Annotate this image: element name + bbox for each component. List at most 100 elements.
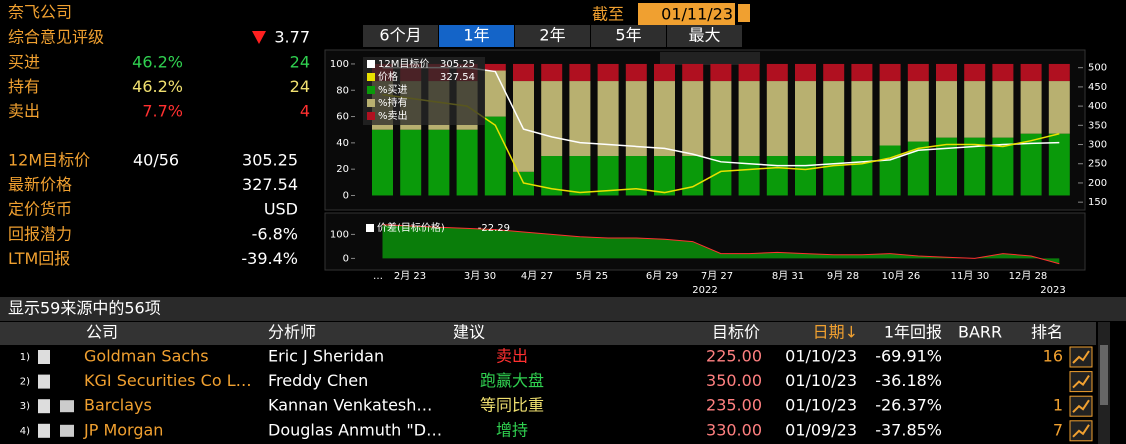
tab-label[interactable]: 最大 xyxy=(688,26,720,45)
column-header[interactable]: 分析师 xyxy=(268,323,316,342)
calendar-icon[interactable] xyxy=(738,4,750,22)
row-index: 2) xyxy=(20,377,30,388)
doc-icon[interactable] xyxy=(38,374,50,389)
org-icon[interactable] xyxy=(60,400,74,413)
chart-icon[interactable] xyxy=(1069,420,1093,442)
column-header[interactable]: 排名 xyxy=(1031,323,1063,342)
metric-label: 12M目标价 xyxy=(8,151,90,170)
year-label: 2022 xyxy=(692,285,717,296)
date-box[interactable] xyxy=(638,3,735,25)
legend-name: %持有 xyxy=(378,96,408,109)
company[interactable]: Barclays xyxy=(84,396,152,415)
chart-icon[interactable] xyxy=(1069,346,1093,368)
bar-segment xyxy=(936,137,957,196)
column-header[interactable]: 公司 xyxy=(86,323,118,342)
rating-count: 4 xyxy=(300,102,310,121)
tab-label[interactable]: 2年 xyxy=(539,26,565,45)
bar-segment xyxy=(823,156,845,196)
diff-y-tick-label: 0 xyxy=(343,253,349,264)
legend-swatch xyxy=(367,86,375,94)
analyst: Kannan Venkatesh… xyxy=(268,396,432,415)
bar-segment xyxy=(738,63,760,82)
bar-segment xyxy=(936,81,957,138)
x-tick-label: 6月 29 xyxy=(646,270,678,282)
doc-icon[interactable] xyxy=(38,350,50,364)
column-header[interactable]: 1年回报 xyxy=(884,323,942,342)
bar-segment xyxy=(907,141,929,196)
chart-icon[interactable] xyxy=(1069,371,1093,393)
bar-segment xyxy=(484,70,506,117)
tab-label[interactable]: 6个月 xyxy=(379,26,421,45)
analyst: Douglas Anmuth "D… xyxy=(268,420,442,439)
x-tick-label: … xyxy=(373,271,383,282)
tab[interactable] xyxy=(591,25,666,47)
chart-icon-line xyxy=(1072,375,1090,389)
bar-segment xyxy=(738,156,760,196)
rating-pct: 46.2% xyxy=(132,53,183,72)
x-tick-label: 5月 25 xyxy=(576,270,608,282)
y-tick-label: 80 xyxy=(336,85,349,96)
column-header[interactable]: 建议 xyxy=(453,323,485,342)
column-header[interactable]: 日期↓ xyxy=(813,323,858,342)
doc-icon[interactable] xyxy=(38,399,50,414)
org-icon[interactable] xyxy=(60,424,74,437)
target: 225.00 xyxy=(706,347,762,366)
bar-segment xyxy=(823,81,845,157)
bar-segment xyxy=(1048,81,1070,134)
target: 350.00 xyxy=(706,371,762,390)
row-index: 4) xyxy=(20,426,30,437)
return: -69.91% xyxy=(875,347,942,366)
y-tick-label: 100 xyxy=(330,59,349,70)
bar-segment xyxy=(795,63,816,82)
chart-icon[interactable] xyxy=(1069,395,1093,417)
as-of-date[interactable]: 01/11/23 xyxy=(661,5,733,24)
tab-label[interactable]: 1年 xyxy=(463,26,489,45)
tab[interactable] xyxy=(515,25,590,47)
bar-segment xyxy=(907,63,929,82)
bar-segment xyxy=(766,81,788,157)
company[interactable]: Goldman Sachs xyxy=(84,347,209,366)
chart-icon-line xyxy=(1072,350,1090,364)
company[interactable]: KGI Securities Co L… xyxy=(84,371,252,390)
date: 01/09/23 xyxy=(785,420,857,439)
chart-icon-line xyxy=(1072,424,1090,438)
metric-label: 最新价格 xyxy=(8,175,72,194)
bar-segment xyxy=(682,81,704,157)
bar-segment xyxy=(456,129,478,196)
legend-box xyxy=(363,57,485,125)
tab[interactable] xyxy=(363,25,438,47)
legend-swatch xyxy=(367,73,375,81)
bar-segment xyxy=(766,63,788,82)
tab[interactable] xyxy=(439,25,514,47)
bar-segment xyxy=(851,63,873,82)
x-tick-label: 3月 30 xyxy=(464,270,496,282)
bar-segment xyxy=(654,63,675,82)
company[interactable]: JP Morgan xyxy=(83,420,163,439)
rating-pct: 7.7% xyxy=(142,102,183,121)
rating: 卖出 xyxy=(496,347,528,366)
rating: 增持 xyxy=(496,420,528,439)
metric-value: -39.4% xyxy=(241,249,298,268)
bar-segment xyxy=(484,63,506,71)
bar-segment xyxy=(1048,133,1070,196)
x-tick-label: 9月 28 xyxy=(827,270,859,282)
column-header[interactable]: BARR xyxy=(958,323,1002,342)
bar-segment xyxy=(851,156,873,196)
date: 01/10/23 xyxy=(785,396,857,415)
diff-legend-name: 价差(目标价格) xyxy=(377,221,445,234)
bar-segment xyxy=(992,137,1014,196)
bar-segment xyxy=(710,63,732,82)
column-header[interactable]: 目标价 xyxy=(712,323,760,342)
y2-tick-label: 150 xyxy=(1088,197,1107,208)
scroll-thumb[interactable] xyxy=(1100,345,1108,405)
tab-label[interactable]: 5年 xyxy=(615,26,641,45)
diff-y-tick-label: 100 xyxy=(330,229,349,240)
doc-icon[interactable] xyxy=(38,423,50,438)
legend-name: 12M目标价 xyxy=(378,58,429,70)
tab[interactable] xyxy=(667,25,742,47)
bar-segment xyxy=(1048,63,1070,82)
legend-value: 327.54 xyxy=(440,72,475,83)
y-tick-label: 0 xyxy=(343,190,349,201)
chart-tools[interactable] xyxy=(660,52,760,65)
